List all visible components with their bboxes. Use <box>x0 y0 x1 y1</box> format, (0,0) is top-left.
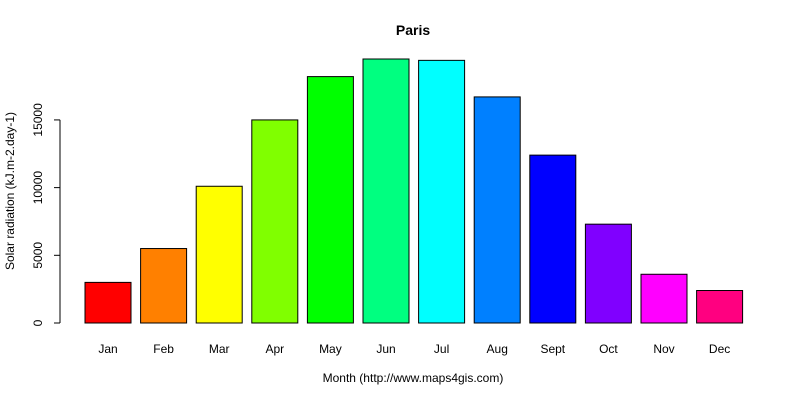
bar-mar <box>195 185 243 324</box>
x-tick-label: Apr <box>265 342 284 356</box>
bar-jun <box>362 58 410 324</box>
y-tick-label: 15000 <box>31 103 45 137</box>
bar-may <box>306 76 354 324</box>
y-tick-label: 5000 <box>31 242 45 269</box>
bar-jan <box>84 281 132 324</box>
x-tick-label: Oct <box>599 342 618 356</box>
bar-dec <box>696 290 744 324</box>
bars <box>84 58 744 324</box>
x-tick-label: Feb <box>153 342 174 356</box>
x-tick-labels: Jan Feb Mar Apr May Jun Jul Aug Sept Oct Nov Dec <box>98 342 730 356</box>
x-tick-label: May <box>319 342 342 356</box>
y-axis: 0 5000 10000 15000 <box>31 103 61 326</box>
bar-apr <box>251 119 299 324</box>
x-tick-label: Jul <box>434 342 449 356</box>
x-axis-label: Month (http://www.maps4gis.com) <box>323 371 504 385</box>
bar-feb <box>140 248 188 324</box>
y-tick-label: 10000 <box>31 171 45 205</box>
y-axis-label: Solar radiation (kJ.m-2.day-1) <box>3 112 17 270</box>
x-tick-label: Sept <box>540 342 565 356</box>
bar-oct <box>584 223 632 324</box>
y-tick-label: 0 <box>31 319 45 326</box>
x-tick-label: Nov <box>653 342 674 356</box>
x-tick-label: Jun <box>376 342 395 356</box>
x-tick-label: Jan <box>98 342 117 356</box>
bar-sept <box>529 154 577 324</box>
x-tick-label: Mar <box>209 342 230 356</box>
bar-aug <box>473 96 521 324</box>
chart-title: Paris <box>396 22 430 38</box>
x-tick-label: Aug <box>487 342 508 356</box>
bar-jul <box>418 59 466 324</box>
x-tick-label: Dec <box>709 342 730 356</box>
bar-nov <box>640 273 688 324</box>
